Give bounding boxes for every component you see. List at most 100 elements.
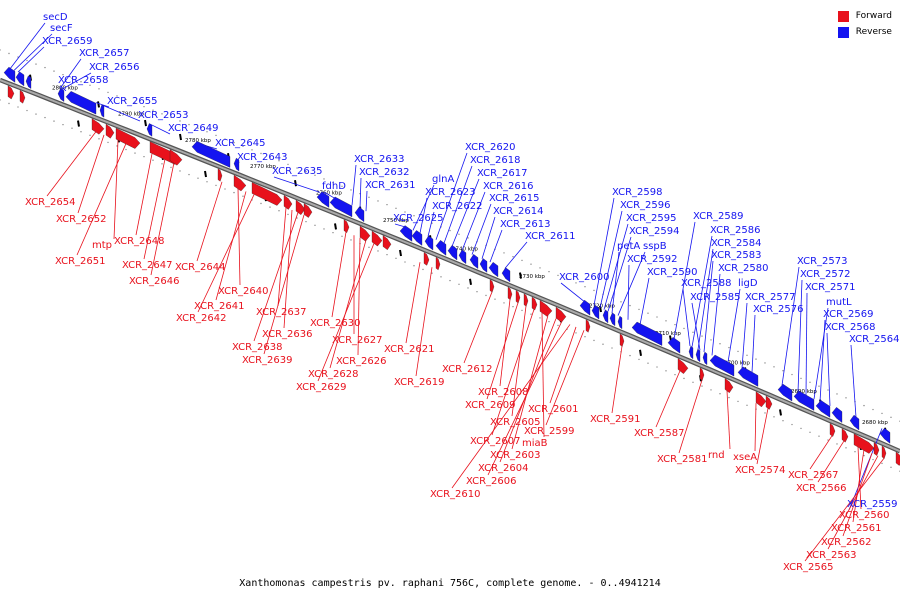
- scale-tick: [144, 119, 147, 127]
- track-dot: [611, 347, 613, 349]
- track-dot: [413, 215, 415, 217]
- legend: Forward Reverse: [837, 8, 892, 40]
- track-dot: [44, 66, 46, 69]
- track-dot: [287, 213, 289, 216]
- reverse-connector: [359, 177, 362, 209]
- genome-caption: Xanthomonas campestris pv. raphani 756C,…: [239, 578, 661, 589]
- forward-connector: [317, 243, 375, 382]
- forward-gene-arrow: [303, 203, 313, 218]
- track-dot: [881, 412, 883, 415]
- track-dot: [647, 362, 649, 364]
- gene-label-xcr-2644: XCR_2644: [175, 262, 226, 273]
- reverse-connector: [149, 123, 171, 135]
- gene-label-xcr-2640: XCR_2640: [218, 286, 269, 297]
- reverse-gene-arrow: [702, 351, 708, 366]
- track-dot: [458, 233, 460, 235]
- reverse-gene-arrow: [709, 354, 735, 377]
- gene-label-xcr-2583: XCR_2583: [711, 250, 762, 261]
- reverse-gene-arrow: [25, 75, 32, 89]
- reverse-connector: [703, 260, 714, 352]
- track-dot: [818, 385, 820, 387]
- track-dot: [197, 127, 199, 129]
- forward-connector: [511, 315, 549, 450]
- track-dot: [125, 148, 127, 151]
- gene-label-xcr-2637: XCR_2637: [256, 307, 307, 318]
- gene-label-xcr-2626: XCR_2626: [336, 356, 387, 367]
- reverse-connector: [394, 223, 405, 228]
- gene-label-xcr-2571: XCR_2571: [805, 282, 856, 293]
- track-dot: [548, 270, 550, 273]
- scale-tick: [469, 278, 472, 285]
- forward-connector: [253, 212, 299, 342]
- track-dot: [80, 131, 82, 133]
- gene-label-xcr-2581: XCR_2581: [657, 454, 708, 465]
- gene-label-xcr-2613: XCR_2613: [500, 219, 551, 230]
- reverse-gene-arrow: [3, 66, 16, 83]
- track-dot: [719, 343, 721, 345]
- track-dot: [584, 336, 586, 338]
- reverse-gene-arrow: [695, 348, 701, 363]
- track-dot: [62, 123, 64, 126]
- track-dot: [674, 323, 676, 326]
- reverse-gene-arrow: [879, 427, 891, 444]
- reverse-connector: [639, 277, 650, 325]
- gene-label-xcr-2598: XCR_2598: [612, 187, 663, 198]
- track-dot: [602, 343, 604, 345]
- forward-gene-arrow: [619, 333, 625, 347]
- track-dot: [710, 339, 712, 341]
- gene-label-xcr-2638: XCR_2638: [232, 342, 283, 353]
- track-dot: [512, 255, 514, 258]
- forward-connector: [491, 309, 535, 436]
- gene-label-xcr-2603: XCR_2603: [490, 450, 541, 461]
- gene-label-rnd: rnd: [708, 450, 725, 461]
- reverse-connector: [419, 197, 428, 234]
- forward-connector: [754, 403, 757, 452]
- gene-label-xcr-2586: XCR_2586: [710, 225, 761, 236]
- track-dot: [728, 346, 730, 349]
- track-dot: [467, 237, 469, 239]
- forward-gene-arrow: [7, 85, 15, 100]
- legend-forward-label: Forward: [855, 11, 892, 21]
- reverse-connector: [412, 184, 435, 231]
- gene-label-xcr-2619: XCR_2619: [394, 377, 445, 388]
- gene-label-xcr-2622: XCR_2622: [432, 201, 483, 212]
- track-dot: [71, 77, 73, 79]
- legend-forward-swatch: [837, 10, 849, 22]
- kbp-label: 2780 kbp: [185, 138, 211, 144]
- gene-label-xcr-2649: XCR_2649: [168, 123, 219, 134]
- reverse-gene-arrow: [617, 315, 623, 330]
- track-dot: [863, 454, 865, 457]
- reverse-connector: [61, 72, 92, 90]
- reverse-connector: [682, 288, 691, 347]
- gene-label-xcr-2587: XCR_2587: [634, 428, 685, 439]
- gene-label-xcr-2648: XCR_2648: [114, 236, 165, 247]
- forward-connector: [817, 440, 845, 483]
- track-dot: [665, 320, 667, 322]
- track-dot: [890, 466, 892, 469]
- track-dot: [287, 163, 289, 166]
- track-dot: [269, 156, 271, 158]
- track-dot: [332, 231, 334, 234]
- track-dot: [548, 320, 550, 323]
- reverse-connector: [850, 344, 857, 418]
- forward-connector: [499, 318, 557, 463]
- track-dot: [89, 84, 91, 87]
- gene-label-mtp: mtp: [92, 240, 112, 251]
- track-dot: [152, 109, 154, 111]
- track-dot: [800, 377, 802, 380]
- gene-label-xcr-2576: XCR_2576: [753, 304, 804, 315]
- forward-connector: [756, 408, 769, 465]
- track-dot: [62, 73, 64, 76]
- gene-label-xcr-2615: XCR_2615: [489, 193, 540, 204]
- forward-connector: [46, 131, 97, 197]
- track-dot: [494, 298, 496, 300]
- forward-connector: [405, 262, 421, 344]
- forward-connector: [852, 449, 865, 523]
- track-dot: [53, 70, 55, 72]
- reverse-gene-arrow: [667, 336, 681, 354]
- gene-label-xcr-2565: XCR_2565: [783, 562, 834, 573]
- reverse-connector: [451, 178, 480, 247]
- gene-label-xcr-2604: XCR_2604: [478, 463, 529, 474]
- forward-connector: [196, 181, 223, 262]
- track-dot: [107, 141, 109, 144]
